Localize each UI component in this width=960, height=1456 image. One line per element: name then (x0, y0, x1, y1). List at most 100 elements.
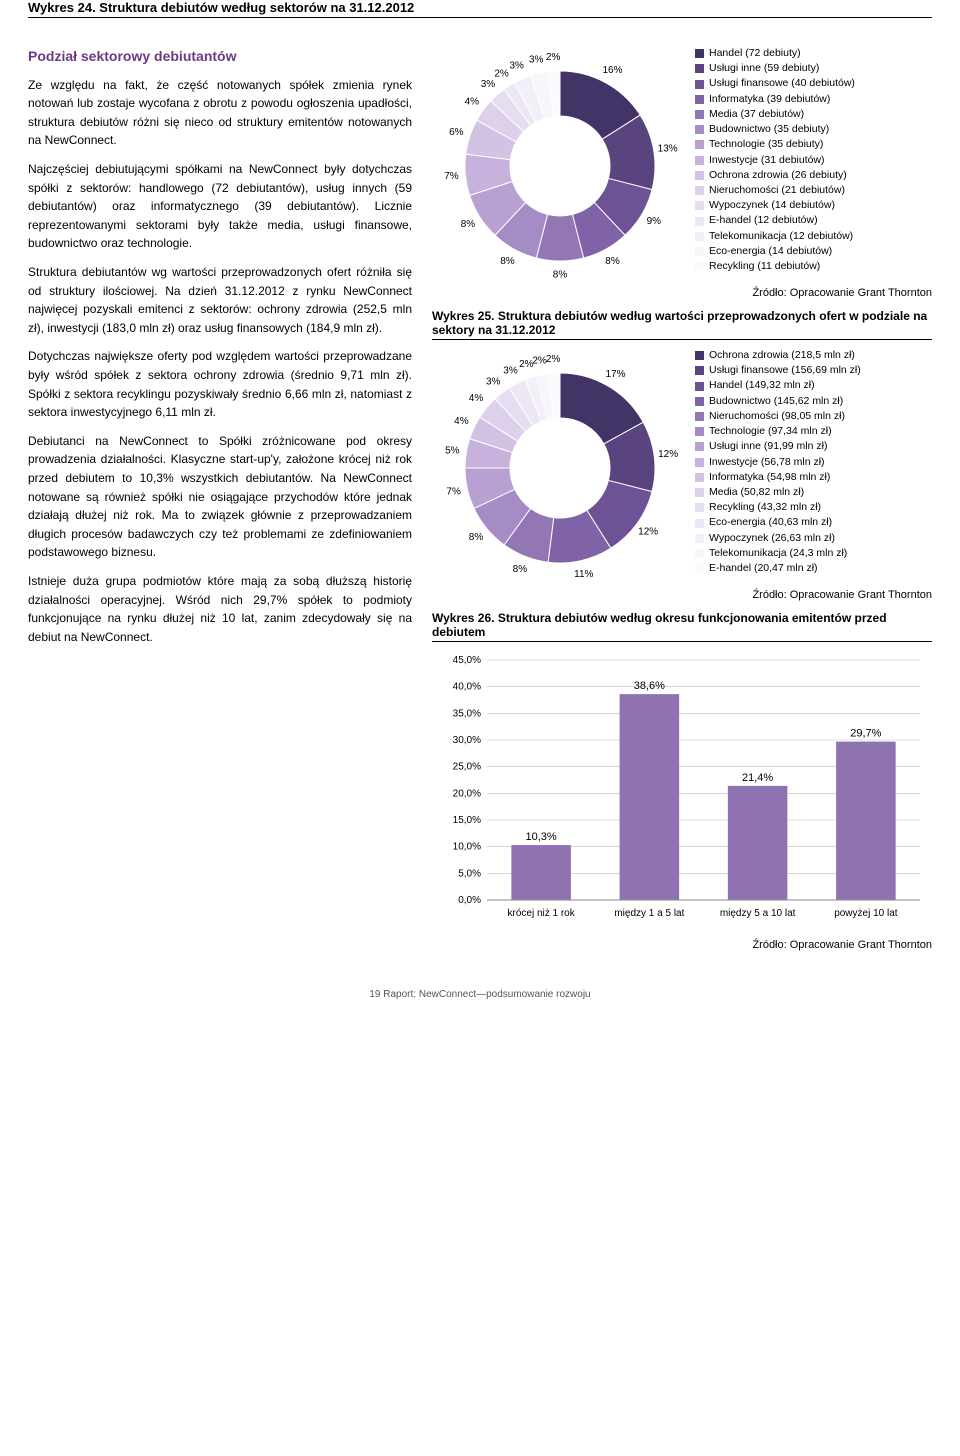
legend-item: Nieruchomości (21 debiutów) (695, 183, 855, 198)
legend-label: Informatyka (39 debiutów) (709, 92, 830, 107)
chart-25-source: Źródło: Opracowanie Grant Thornton (432, 589, 932, 601)
chart-25-title: Wykres 25. Struktura debiutów według war… (432, 309, 932, 337)
legend-item: Telekomunikacja (12 debiutów) (695, 229, 855, 244)
svg-text:0,0%: 0,0% (458, 895, 481, 906)
svg-text:5,0%: 5,0% (458, 868, 481, 879)
legend-swatch (695, 125, 704, 134)
legend-swatch (695, 64, 704, 73)
page-footer: 19 Raport: NewConnect—podsumowanie rozwo… (0, 989, 960, 1014)
svg-text:4%: 4% (469, 393, 484, 404)
legend-item: Wypoczynek (26,63 mln zł) (695, 531, 861, 546)
legend-label: E-handel (12 debiutów) (709, 213, 818, 228)
legend-swatch (695, 366, 704, 375)
svg-text:8%: 8% (461, 219, 476, 230)
legend-item: Ochrona zdrowia (218,5 mln zł) (695, 348, 861, 363)
legend-swatch (695, 503, 704, 512)
top-rule (28, 17, 932, 18)
legend-item: Handel (149,32 mln zł) (695, 378, 861, 393)
legend-label: Inwestycje (31 debiutów) (709, 153, 825, 168)
svg-text:9%: 9% (647, 216, 662, 227)
legend-label: Technologie (97,34 mln zł) (709, 424, 832, 439)
svg-text:8%: 8% (500, 256, 515, 267)
svg-text:45,0%: 45,0% (453, 655, 481, 666)
svg-text:między 1 a 5 lat: między 1 a 5 lat (614, 908, 684, 919)
legend-label: Informatyka (54,98 mln zł) (709, 470, 830, 485)
svg-text:3%: 3% (529, 54, 544, 65)
legend-label: Usługi finansowe (156,69 mln zł) (709, 363, 861, 378)
svg-text:3%: 3% (481, 79, 496, 90)
legend-label: Ochrona zdrowia (218,5 mln zł) (709, 348, 855, 363)
legend-label: Budownictwo (145,62 mln zł) (709, 394, 843, 409)
legend-swatch (695, 534, 704, 543)
svg-text:2%: 2% (532, 356, 547, 367)
svg-text:35,0%: 35,0% (453, 708, 481, 719)
legend-label: Recykling (43,32 mln zł) (709, 500, 821, 515)
legend-swatch (695, 186, 704, 195)
svg-text:12%: 12% (658, 449, 678, 460)
svg-text:40,0%: 40,0% (453, 682, 481, 693)
chart-25-rule (432, 339, 932, 340)
svg-text:38,6%: 38,6% (634, 680, 665, 692)
legend-label: Media (50,82 mln zł) (709, 485, 804, 500)
svg-text:powyżej 10 lat: powyżej 10 lat (834, 908, 898, 919)
svg-text:5%: 5% (445, 446, 460, 457)
paragraph-6: Istnieje duża grupa podmiotów które mają… (28, 572, 412, 646)
legend-swatch (695, 351, 704, 360)
svg-text:17%: 17% (605, 369, 625, 380)
svg-text:15,0%: 15,0% (453, 815, 481, 826)
svg-text:13%: 13% (658, 144, 678, 155)
svg-text:8%: 8% (605, 256, 620, 267)
legend-swatch (695, 262, 704, 271)
svg-text:8%: 8% (553, 270, 568, 281)
legend-item: Budownictwo (145,62 mln zł) (695, 394, 861, 409)
legend-swatch (695, 549, 704, 558)
chart-25-donut: 17%12%12%11%8%8%7%5%4%4%3%3%2%2%2% (432, 348, 687, 583)
legend-item: Usługi finansowe (40 debiutów) (695, 76, 855, 91)
legend-swatch (695, 49, 704, 58)
legend-swatch (695, 442, 704, 451)
legend-item: Wypoczynek (14 debiutów) (695, 198, 855, 213)
chart-26-source: Źródło: Opracowanie Grant Thornton (432, 939, 932, 951)
svg-text:29,7%: 29,7% (850, 728, 881, 740)
legend-item: Technologie (97,34 mln zł) (695, 424, 861, 439)
left-column: Podział sektorowy debiutantów Ze względu… (28, 46, 412, 961)
paragraph-2: Najczęściej debiutującymi spółkami na Ne… (28, 160, 412, 253)
chart-24-block: 16%13%9%8%8%8%8%7%6%4%3%2%3%3%2% Handel … (432, 46, 932, 299)
legend-label: Ochrona zdrowia (26 debiuty) (709, 168, 847, 183)
legend-swatch (695, 171, 704, 180)
svg-text:6%: 6% (449, 127, 464, 138)
paragraph-1: Ze względu na fakt, że część notowanych … (28, 76, 412, 150)
legend-item: Budownictwo (35 debiuty) (695, 122, 855, 137)
legend-item: Usługi inne (91,99 mln zł) (695, 439, 861, 454)
legend-item: Media (50,82 mln zł) (695, 485, 861, 500)
legend-label: Recykling (11 debiutów) (709, 259, 820, 274)
legend-item: Inwestycje (31 debiutów) (695, 153, 855, 168)
legend-item: Handel (72 debiuty) (695, 46, 855, 61)
legend-swatch (695, 488, 704, 497)
svg-text:20,0%: 20,0% (453, 788, 481, 799)
legend-swatch (695, 110, 704, 119)
legend-item: Technologie (35 debiuty) (695, 137, 855, 152)
chart-26-rule (432, 641, 932, 642)
legend-item: Usługi finansowe (156,69 mln zł) (695, 363, 861, 378)
legend-swatch (695, 201, 704, 210)
svg-text:między 5 a 10 lat: między 5 a 10 lat (720, 908, 796, 919)
legend-item: Ochrona zdrowia (26 debiuty) (695, 168, 855, 183)
legend-item: Inwestycje (56,78 mln zł) (695, 455, 861, 470)
page-top-title: Wykres 24. Struktura debiutów według sek… (0, 0, 960, 15)
chart-25-block: Wykres 25. Struktura debiutów według war… (432, 309, 932, 601)
chart-25-legend: Ochrona zdrowia (218,5 mln zł)Usługi fin… (695, 348, 861, 576)
svg-text:12%: 12% (638, 527, 658, 538)
legend-item: E-handel (20,47 mln zł) (695, 561, 861, 576)
legend-label: Eco-energia (40,63 mln zł) (709, 515, 832, 530)
svg-text:2%: 2% (494, 69, 509, 80)
legend-label: Nieruchomości (98,05 mln zł) (709, 409, 845, 424)
legend-label: Telekomunikacja (12 debiutów) (709, 229, 853, 244)
legend-swatch (695, 564, 704, 573)
svg-text:7%: 7% (444, 171, 459, 182)
legend-label: E-handel (20,47 mln zł) (709, 561, 818, 576)
legend-label: Media (37 debiutów) (709, 107, 804, 122)
svg-text:21,4%: 21,4% (742, 772, 773, 784)
legend-item: Usługi inne (59 debiuty) (695, 61, 855, 76)
legend-swatch (695, 80, 704, 89)
